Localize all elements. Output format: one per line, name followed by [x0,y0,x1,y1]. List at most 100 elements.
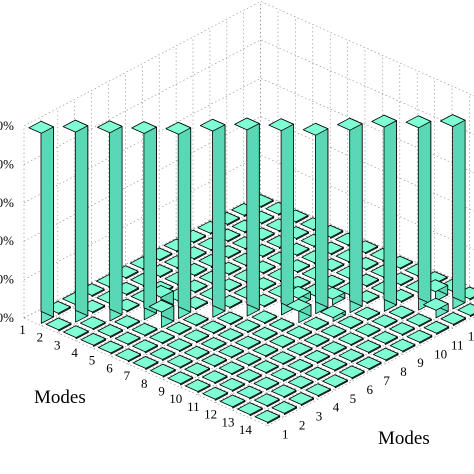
bar-13-11 [406,313,432,328]
row-tick-label: 5 [89,353,96,368]
bar-8-2 [167,354,193,369]
bar-top-face [388,305,415,319]
bar-top-face [322,374,348,388]
bar-top-face [321,341,347,354]
bar-14-7 [355,356,382,371]
bar-12-1 [219,394,246,409]
bar-11-7 [303,333,330,348]
bar-8-8 [268,118,295,316]
bar-14-4 [305,383,331,398]
bar-6-4 [166,321,192,336]
floor-gridline [250,299,474,419]
bar-11-3 [236,369,262,384]
bar-11-6 [286,342,313,357]
bar-14-8 [372,347,399,362]
bar-top-face [167,371,194,385]
bar-top-face [217,328,244,341]
bar-top-face [236,369,262,382]
bar-10-1 [184,379,211,394]
bar-10-6 [269,334,296,349]
bar-11-11 [371,114,397,312]
floor-gridline [163,254,400,380]
bar-12-3 [253,376,280,391]
row-tick-label: 8 [141,376,148,391]
floor-gridline [23,193,261,319]
bar-top-face [115,348,141,362]
bar-9-6 [252,326,278,341]
bar-top-face [321,357,348,371]
bar-top-face [182,312,209,326]
row-tick-label: 14 [239,422,253,437]
bar-top-face [337,117,363,131]
bar-10-9 [320,305,346,322]
bar-13-13 [439,114,466,310]
floor-gridline [93,223,331,350]
bar-top-face [287,375,314,389]
bar-8-7 [251,310,278,325]
bar-11-10 [354,306,381,321]
bar-top-face [114,331,141,345]
bar-top-face [200,337,227,350]
col-tick-label: 11 [451,337,464,352]
bar-top-face [200,320,226,334]
bar-13-10 [389,322,415,337]
bar-5-4 [148,299,175,328]
col-tick-label: 4 [333,400,340,415]
bar-top-face [423,297,449,311]
bar-top-face [80,316,106,330]
bar-top-face [150,363,176,377]
bar-9-9 [302,122,329,315]
row-tick-label: 10 [169,391,182,406]
bar-top-face [355,339,382,353]
bar-top-face [166,338,193,352]
bar-14-12 [440,312,467,327]
bar-13-12 [423,297,449,319]
bar-top-face [305,383,331,397]
bar-top-face [269,351,296,365]
bar-top-face [253,360,279,373]
bar-4-11 [249,243,276,258]
bar-8-6 [234,319,261,334]
bar-top-face [304,350,330,363]
z-tick-label: 0% [0,310,14,325]
bar-side-face [349,117,363,307]
bar-top-face [338,348,365,362]
bar-3-3 [97,120,123,322]
bar-10-4 [235,352,262,367]
bar-12-4 [270,367,297,382]
bar-1-1 [28,120,54,324]
bar-top-face [303,316,329,330]
bar-6-1 [115,348,141,363]
bar-13-6 [321,357,348,372]
bar-5-2 [114,331,141,346]
bar-14-6 [339,365,365,380]
bar-top-face [371,314,398,328]
bar-top-face [371,114,397,128]
bar-top-face [201,353,227,367]
bar-5-1 [98,340,124,355]
bar-top-face [218,344,244,358]
bar-9-1 [167,371,194,386]
bar-14-10 [406,329,433,344]
bar-7-4 [183,329,210,344]
bar-11-5 [269,351,296,366]
bar-top-face [405,115,432,129]
bar-12-8 [338,332,364,347]
floor-gridline [215,277,453,403]
bar-top-face [184,379,211,392]
bar-10-5 [252,343,279,358]
bar-top-face [184,362,211,376]
bar-5-3 [131,322,158,337]
bar-9-5 [235,335,261,350]
bar-14-13 [457,303,474,318]
bar-top-face [389,322,415,335]
bar-top-face [28,120,54,134]
bar-top-face [199,118,226,132]
col-tick-label: 7 [383,373,390,388]
bar-top-face [97,324,123,337]
bar-top-face [440,312,467,325]
bar-top-face [131,121,157,134]
floor-gridline [40,308,285,418]
bar-top-face [201,370,228,384]
bar-top-face [235,352,262,366]
